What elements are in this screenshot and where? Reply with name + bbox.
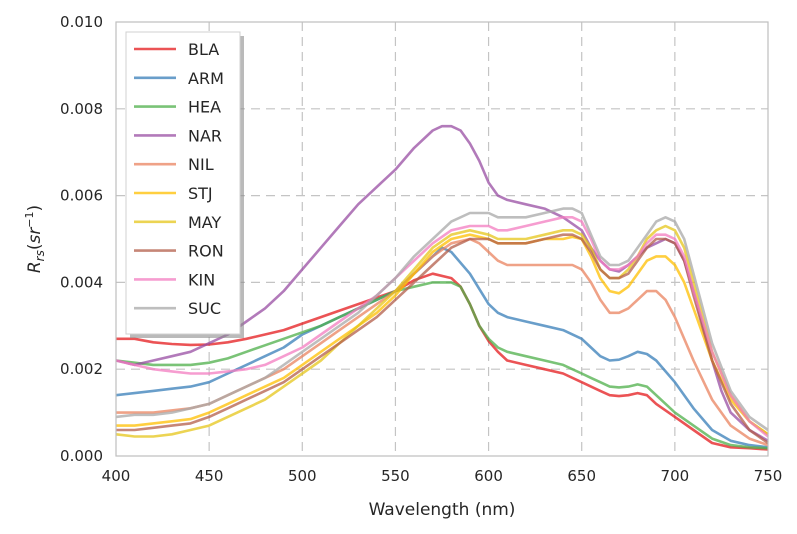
y-tick-label-0: 0.000 — [60, 447, 103, 465]
x-axis-label: Wavelength (nm) — [369, 500, 516, 520]
x-tick-label-5: 650 — [567, 467, 596, 485]
series-line-suc — [115, 207, 769, 432]
x-tick-label-7: 750 — [754, 467, 783, 485]
y-axis-label-unit: sr — [25, 227, 45, 244]
legend-label-hea: HEA — [188, 98, 221, 117]
y-axis-ticks: 0.000 0.002 0.004 0.006 0.008 0.010 — [60, 13, 103, 465]
y-tick-label-5: 0.010 — [60, 13, 103, 31]
legend-label-arm: ARM — [188, 69, 224, 88]
plot-frame — [115, 21, 769, 457]
legend-label-bla: BLA — [188, 40, 219, 59]
legend-label-ron: RON — [188, 242, 224, 261]
x-tick-label-4: 600 — [474, 467, 503, 485]
y-tick-label-3: 0.006 — [60, 187, 103, 205]
y-axis-label: Rrs(sr−1) — [23, 205, 47, 273]
legend-label-kin: KIN — [188, 270, 215, 289]
legend-label-nar: NAR — [188, 126, 222, 145]
y-axis-label-sup: −1 — [23, 211, 36, 227]
y-axis-label-sub: rs — [33, 250, 47, 261]
series-line-kin — [115, 216, 769, 438]
series-line-hea — [115, 281, 769, 450]
x-tick-label-6: 700 — [661, 467, 690, 485]
y-axis-label-open: ( — [25, 244, 45, 251]
y-tick-label-2: 0.004 — [60, 273, 103, 291]
y-axis-label-close: ) — [25, 205, 45, 212]
legend-label-suc: SUC — [188, 299, 221, 318]
legend-label-stj: STJ — [188, 184, 213, 203]
y-tick-label-1: 0.002 — [60, 360, 103, 378]
legend-label-may: MAY — [188, 213, 222, 232]
legend-box — [125, 31, 241, 335]
x-tick-label-2: 500 — [288, 467, 317, 485]
x-tick-label-0: 400 — [102, 467, 131, 485]
legend: BLA ARM HEA NAR NIL STJ MAY RON KIN SUC — [125, 31, 244, 338]
legend-label-nil: NIL — [188, 155, 214, 174]
x-axis-ticks: 400 450 500 550 600 650 700 750 — [102, 467, 783, 485]
series-line-may — [115, 224, 769, 438]
series-line-ron — [116, 233, 769, 445]
series-layer — [115, 124, 769, 451]
y-axis-label-main: R — [25, 261, 45, 273]
y-tick-label-4: 0.008 — [60, 100, 103, 118]
x-tick-label-3: 550 — [381, 467, 410, 485]
series-line-arm — [115, 246, 769, 449]
x-tick-label-1: 450 — [195, 467, 224, 485]
